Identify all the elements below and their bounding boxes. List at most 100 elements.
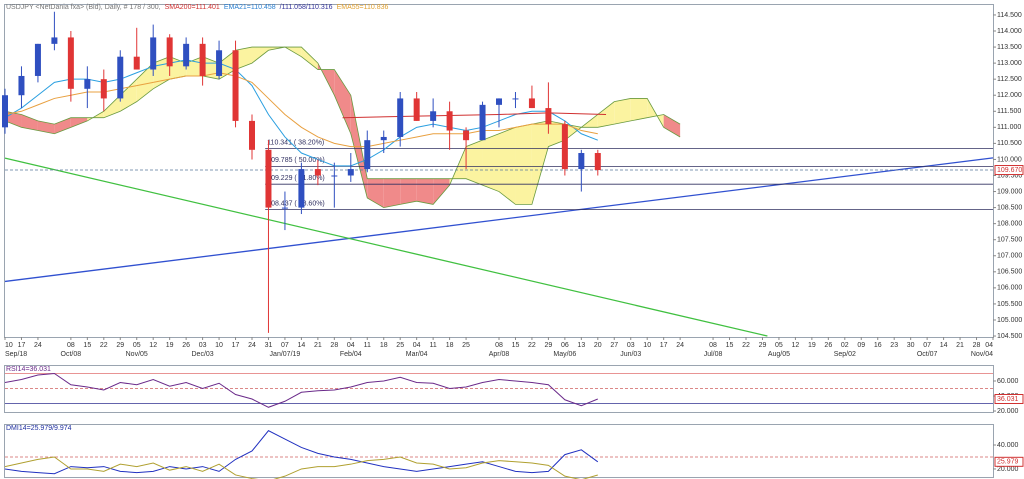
value-label: 25.979 [997,459,1019,466]
y-tick-label: 20.000 [997,408,1019,415]
x-month-label: Oct/07 [917,351,938,358]
x-tick-label: 10 [5,342,13,349]
cloud-segment [499,127,516,205]
x-tick-label: 28 [330,342,338,349]
candle-body [84,79,91,89]
cloud-segment [433,178,450,205]
x-month-label: Sep/18 [5,351,27,358]
candle-body [100,79,107,99]
y-tick-label: 20.000 [997,466,1019,473]
x-month-label: Oct/08 [61,351,82,358]
indicator-line [4,372,598,408]
candle-body [512,98,519,100]
x-month-label: Jan/07/19 [270,351,301,358]
value-label-box [994,456,1024,467]
y-tick-label: 107.000 [997,253,1022,260]
candle-body [331,175,338,177]
candle-body [34,43,41,76]
y-tick-label: 113.000 [997,60,1022,67]
x-tick-label: 22 [100,342,108,349]
cloud-segment [564,124,582,141]
panel-title: RSI14=36.031 [6,366,51,373]
cloud-segment [416,178,434,205]
header-item: EMA21=110.458 [224,4,276,11]
x-tick-label: 21 [956,342,964,349]
y-tick-label: 104.500 [997,333,1022,340]
fib-level-label: 109.785 ( 50.00%) [267,157,325,164]
trend-line [4,157,994,283]
x-tick-label: 15 [512,342,520,349]
candle-body [397,98,404,137]
candle-body [232,50,239,121]
x-tick-label: 08 [709,342,717,349]
y-tick-label: 110.000 [997,156,1022,163]
x-tick-label: 13 [577,342,585,349]
chart-header: USDJPY <NetDania fxa> (Bid), Daily, # 17… [6,4,389,11]
cloud-segment [103,95,121,118]
value-label: 36.031 [997,396,1019,403]
x-tick-label: 04 [413,342,421,349]
x-tick-label: 02 [841,342,849,349]
x-tick-label: 09 [857,342,865,349]
y-tick-label: 60.000 [997,378,1019,385]
x-tick-label: 22 [742,342,750,349]
cloud-segment [400,178,417,205]
x-tick-label: 29 [759,342,767,349]
x-tick-label: 08 [67,342,75,349]
fib-level-label: 109.229 ( 61.80%) [267,175,325,182]
x-tick-label: 29 [545,342,553,349]
cloud-segment [70,117,88,128]
y-tick-label: 113.500 [997,44,1022,51]
x-tick-label: 06 [561,342,569,349]
x-tick-label: 04 [347,342,355,349]
cloud-segment [482,133,499,192]
x-tick-label: 07 [923,342,931,349]
x-tick-label: 19 [166,342,174,349]
x-month-label: Jul/08 [704,351,723,358]
x-tick-label: 27 [610,342,618,349]
x-month-label: Nov/05 [126,351,148,358]
y-tick-label: 111.000 [997,124,1021,131]
y-tick-label: 114.500 [997,12,1022,19]
cloud-segment [301,47,318,70]
rsi-panel-frame [4,365,994,413]
candle-body [166,37,173,67]
panel-title: DMI14=25.979/9.974 [6,425,72,432]
x-tick-label: 17 [660,342,668,349]
x-tick-label: 29 [116,342,124,349]
x-tick-label: 24 [248,342,256,349]
x-tick-label: 30 [907,342,915,349]
candle-body [463,130,470,141]
cloud-segment [153,56,170,89]
candle-body [18,75,25,96]
x-tick-label: 03 [199,342,207,349]
cloud-segment [663,114,681,137]
x-month-label: Nov/04 [971,351,993,358]
x-tick-label: 24 [676,342,684,349]
cloud-segment [54,117,71,134]
x-tick-label: 21 [314,342,322,349]
x-tick-label: 25 [396,342,404,349]
x-tick-label: 14 [940,342,948,349]
candle-body [545,108,552,125]
y-tick-label: 108.500 [997,204,1022,211]
cloud-segment [235,47,252,70]
x-tick-label: 12 [149,342,157,349]
fib-level-label: 108.437 ( 78.60%) [267,200,325,207]
cloud-segment [37,120,55,134]
candle-body [117,56,124,99]
x-month-label: May/06 [553,351,576,358]
last-price-box [994,165,1024,176]
x-tick-label: 17 [18,342,26,349]
x-tick-label: 17 [232,342,240,349]
candle-body [298,169,305,208]
candle-body [2,95,8,128]
x-tick-label: 15 [726,342,734,349]
y-tick-label: 106.000 [997,285,1022,292]
cloud-segment [252,47,269,64]
header-item: /111.058/110.316 [280,4,333,11]
x-tick-label: 07 [281,342,289,349]
cloud-segment [630,98,648,121]
